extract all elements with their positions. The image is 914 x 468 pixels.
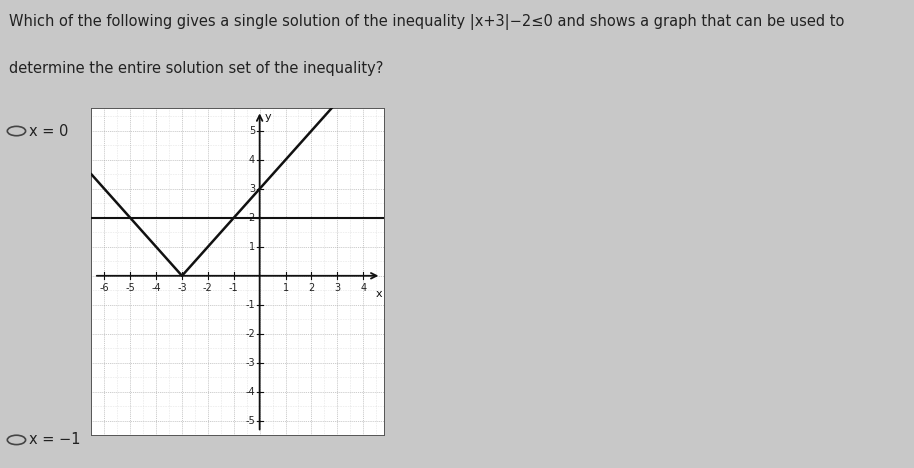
Text: 2: 2 — [308, 283, 314, 293]
Text: -5: -5 — [245, 416, 255, 426]
Text: -3: -3 — [177, 283, 186, 293]
Text: -6: -6 — [100, 283, 109, 293]
Text: Which of the following gives a single solution of the inequality |x+3|−2≤0 and s: Which of the following gives a single so… — [9, 14, 845, 30]
Text: -2: -2 — [245, 329, 255, 339]
Text: -1: -1 — [228, 283, 239, 293]
Text: -5: -5 — [125, 283, 135, 293]
Text: 1: 1 — [282, 283, 289, 293]
Text: y: y — [264, 112, 271, 122]
Text: x: x — [376, 289, 382, 299]
Text: -4: -4 — [245, 387, 255, 397]
Text: -1: -1 — [245, 300, 255, 310]
Text: x = −1: x = −1 — [29, 432, 80, 447]
Text: 3: 3 — [335, 283, 340, 293]
Text: 3: 3 — [249, 184, 255, 194]
Text: 2: 2 — [249, 213, 255, 223]
Text: x = 0: x = 0 — [29, 124, 69, 139]
Text: -4: -4 — [152, 283, 161, 293]
Text: 5: 5 — [249, 126, 255, 136]
Text: 4: 4 — [360, 283, 367, 293]
Text: 1: 1 — [249, 242, 255, 252]
Text: 4: 4 — [249, 155, 255, 165]
Text: -2: -2 — [203, 283, 213, 293]
Text: determine the entire solution set of the inequality?: determine the entire solution set of the… — [9, 61, 384, 76]
Text: -3: -3 — [245, 358, 255, 368]
